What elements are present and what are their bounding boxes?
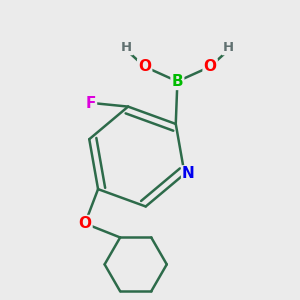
Text: O: O bbox=[79, 216, 92, 231]
Text: F: F bbox=[85, 96, 96, 111]
Text: B: B bbox=[172, 74, 183, 89]
Text: H: H bbox=[223, 41, 234, 54]
Text: H: H bbox=[121, 41, 132, 54]
Text: N: N bbox=[182, 167, 195, 182]
Text: O: O bbox=[138, 59, 151, 74]
Text: O: O bbox=[204, 59, 217, 74]
